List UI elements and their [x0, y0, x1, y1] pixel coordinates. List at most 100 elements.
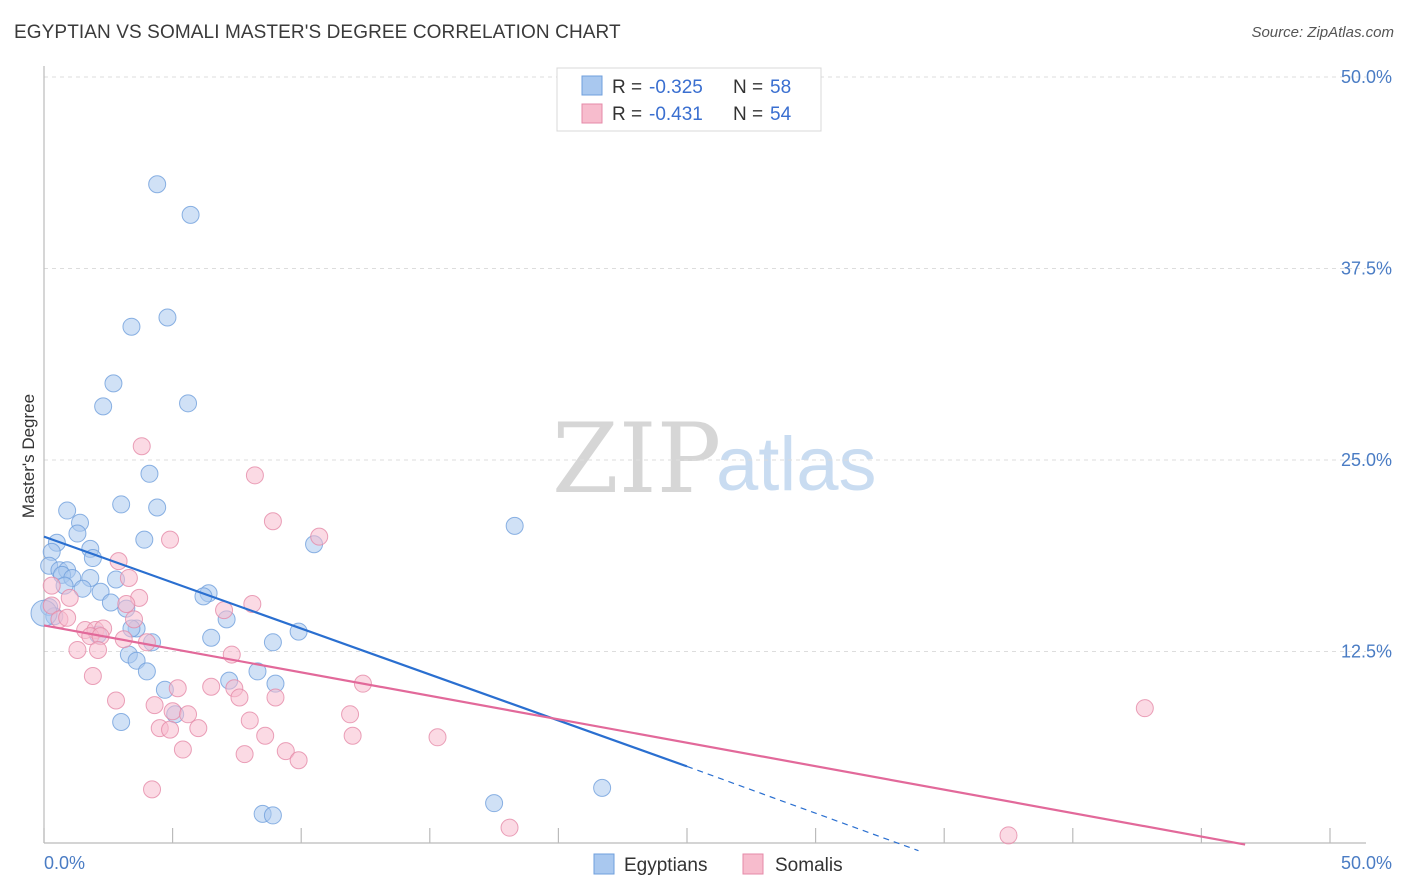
- egyptians-point: [248, 662, 267, 681]
- somalis-point: [117, 595, 136, 614]
- somalis-point: [58, 608, 77, 627]
- egyptians-point: [181, 205, 200, 224]
- egyptians-point: [137, 662, 156, 681]
- somalis-points: [42, 437, 1154, 845]
- egyptians-point: [135, 530, 154, 549]
- bottom-legend-label-somalis[interactable]: Somalis: [775, 855, 843, 876]
- legend-n-value-somalis: 54: [770, 104, 792, 125]
- egyptians-point: [112, 495, 131, 514]
- somalis-point: [1135, 699, 1154, 718]
- somalis-point: [289, 751, 308, 770]
- somalis-point: [341, 705, 360, 724]
- somalis-point: [243, 595, 262, 614]
- somalis-point: [343, 726, 362, 745]
- egyptians-point: [263, 806, 282, 825]
- bottom-legend-label-egyptians[interactable]: Egyptians: [624, 855, 707, 876]
- x-tick-label-min: 0.0%: [44, 853, 85, 873]
- watermark-atlas: atlas: [716, 422, 877, 507]
- egyptians-trend-line: [43, 535, 688, 768]
- egyptians-point: [263, 633, 282, 652]
- x-axis-ticks: [43, 828, 1331, 843]
- series-legend: Egyptians Somalis: [593, 853, 843, 876]
- legend-swatch-egyptians: [581, 75, 603, 96]
- somalis-point: [168, 679, 187, 698]
- somalis-point: [42, 596, 61, 615]
- somalis-point: [163, 702, 182, 721]
- somalis-point: [263, 512, 282, 531]
- somalis-point: [161, 530, 180, 549]
- bottom-legend-swatch-somalis[interactable]: [742, 853, 764, 875]
- egyptians-point: [593, 778, 612, 797]
- source-label: Source: ZipAtlas.com: [1251, 24, 1394, 41]
- egyptians-point: [104, 374, 123, 393]
- somalis-point: [143, 780, 162, 799]
- y-tick-label-12.5: 12.5%: [1341, 642, 1392, 662]
- somalis-point: [266, 688, 285, 707]
- egyptians-point: [485, 794, 504, 813]
- y-tick-label-25: 25.0%: [1341, 450, 1392, 470]
- egyptians-point: [179, 394, 198, 413]
- egyptians-point: [505, 516, 524, 535]
- egyptians-point: [122, 317, 141, 336]
- somalis-point: [125, 610, 144, 629]
- somalis-point: [245, 466, 264, 485]
- legend-n-label-egyptians: N =: [733, 77, 763, 98]
- somalis-point: [145, 696, 164, 715]
- watermark-zip: ZIP: [552, 403, 721, 515]
- y-axis-title: Master's Degree: [19, 394, 38, 518]
- egyptians-point: [101, 593, 120, 612]
- egyptians-point: [112, 712, 131, 731]
- legend-r-value-somalis: -0.431: [649, 104, 703, 125]
- somalis-point: [60, 588, 79, 607]
- egyptians-point: [68, 524, 87, 543]
- egyptians-point: [148, 175, 167, 194]
- somalis-point: [132, 437, 151, 456]
- egyptians-point: [94, 397, 113, 416]
- somalis-point: [500, 818, 519, 837]
- legend-r-label-somalis: R =: [612, 104, 642, 125]
- legend-n-label-somalis: N =: [733, 104, 763, 125]
- somalis-point: [161, 720, 180, 739]
- somalis-point: [42, 576, 61, 595]
- somalis-point: [83, 667, 102, 686]
- somalis-point: [428, 728, 447, 747]
- somalis-point: [256, 726, 275, 745]
- somalis-point: [240, 711, 259, 730]
- chart-title: EGYPTIAN VS SOMALI MASTER'S DEGREE CORRE…: [14, 22, 621, 43]
- somalis-point: [999, 826, 1018, 845]
- somalis-point: [89, 640, 108, 659]
- legend-r-label-egyptians: R =: [612, 77, 642, 98]
- y-axis-tick-labels: 12.5% 25.0% 37.5% 50.0%: [1341, 67, 1392, 662]
- legend-r-value-egyptians: -0.325: [649, 77, 703, 98]
- y-tick-label-37.5: 37.5%: [1341, 259, 1392, 279]
- egyptians-point: [148, 498, 167, 517]
- egyptians-point: [58, 501, 77, 520]
- somalis-point: [189, 719, 208, 738]
- egyptians-point: [158, 308, 177, 327]
- trend-lines: [43, 535, 1246, 852]
- somalis-point: [310, 527, 329, 546]
- correlation-legend: R = -0.325 N = 58 R = -0.431 N = 54: [556, 67, 822, 132]
- egyptians-points: [30, 175, 612, 825]
- y-tick-label-50: 50.0%: [1341, 67, 1392, 87]
- legend-n-value-egyptians: 58: [770, 77, 791, 98]
- legend-swatch-somalis: [581, 103, 603, 124]
- egyptians-point: [73, 579, 92, 598]
- somalis-point: [173, 740, 192, 759]
- gridlines: [44, 76, 1366, 652]
- somalis-trend-line: [43, 624, 1246, 846]
- somalis-point: [119, 568, 138, 587]
- somalis-point: [230, 688, 249, 707]
- egyptians-point: [140, 464, 159, 483]
- x-tick-label-max: 50.0%: [1341, 853, 1392, 873]
- egyptians-trend-extension: [686, 765, 919, 852]
- somalis-point: [68, 640, 87, 659]
- somalis-point: [179, 705, 198, 724]
- somalis-point: [107, 691, 126, 710]
- bottom-legend-swatch-egyptians[interactable]: [593, 853, 615, 875]
- somalis-point: [235, 745, 254, 764]
- somalis-point: [202, 677, 221, 696]
- somalis-point: [276, 742, 295, 761]
- egyptians-point: [202, 628, 221, 647]
